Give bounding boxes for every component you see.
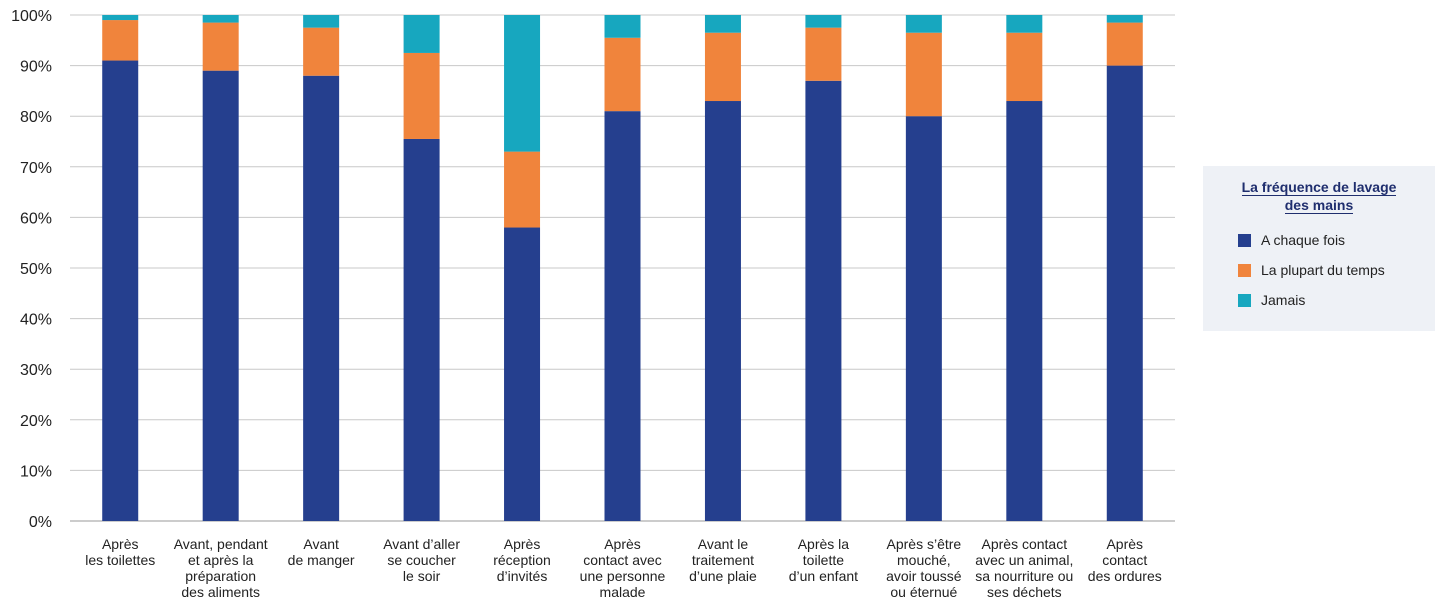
y-tick-10: 10% [20, 463, 52, 480]
bar-jamais-8 [805, 15, 841, 28]
legend-title: La fréquence de lavage des mains [1239, 178, 1399, 214]
bar-a-chaque-fois-10 [1006, 101, 1042, 521]
bar-a-chaque-fois-7 [705, 101, 741, 521]
bar-jamais-6 [605, 15, 641, 38]
bar-la-plupart-du-temps-8 [805, 28, 841, 81]
x-tick-label-2: Avant, pendant et après la préparation des … [174, 536, 268, 600]
legend-label-la-plupart-du-temps: La plupart du temps [1261, 262, 1385, 278]
x-tick-label-5: Après réception d’invités [493, 536, 551, 584]
bar-a-chaque-fois-2 [203, 71, 239, 521]
bar-jamais-3 [303, 15, 339, 28]
x-tick-label-10: Après contact avec un animal, sa nourritur… [975, 536, 1073, 600]
bar-a-chaque-fois-11 [1107, 66, 1143, 521]
bar-la-plupart-du-temps-10 [1006, 33, 1042, 101]
bar-jamais-11 [1107, 15, 1143, 23]
bar-jamais-4 [404, 15, 440, 53]
y-tick-90: 90% [20, 59, 52, 76]
bar-la-plupart-du-temps-11 [1107, 23, 1143, 66]
legend-swatch-la-plupart-du-temps [1238, 264, 1251, 277]
legend-title-text: La fréquence de lavage des mains [1242, 179, 1397, 214]
bar-jamais-2 [203, 15, 239, 23]
bar-a-chaque-fois-8 [805, 81, 841, 521]
x-tick-label-9: Après s’être mouché, avoir toussé ou éternu… [886, 536, 962, 600]
bar-a-chaque-fois-5 [504, 228, 540, 521]
legend-label-a-chaque-fois: A chaque fois [1261, 232, 1345, 248]
bar-a-chaque-fois-9 [906, 116, 942, 521]
y-tick-70: 70% [20, 160, 52, 177]
bar-la-plupart-du-temps-9 [906, 33, 942, 116]
bar-la-plupart-du-temps-2 [203, 23, 239, 71]
bar-la-plupart-du-temps-5 [504, 152, 540, 228]
legend-swatch-jamais [1238, 294, 1251, 307]
y-tick-0: 0% [29, 514, 52, 531]
bar-jamais-5 [504, 15, 540, 152]
bar-jamais-10 [1006, 15, 1042, 33]
bar-la-plupart-du-temps-4 [404, 53, 440, 139]
legend-item-jamais: Jamais [1238, 290, 1435, 310]
x-tick-label-4: Avant d’aller se coucher le soir [383, 536, 460, 584]
x-tick-label-1: Après les toilettes [85, 536, 155, 568]
x-axis-ticks: Après les toilettes Avant, pendant et après… [85, 536, 1162, 600]
bar-la-plupart-du-temps-7 [705, 33, 741, 101]
x-tick-label-6: Après contact avec une personne malade [580, 536, 666, 600]
bar-a-chaque-fois-6 [605, 111, 641, 521]
bar-a-chaque-fois-3 [303, 76, 339, 521]
y-axis-ticks: 0% 10% 20% 30% 40% 50% 60% 70% 80% 90% 100% [11, 8, 52, 531]
legend-label-jamais: Jamais [1261, 292, 1305, 308]
bar-la-plupart-du-temps-6 [605, 38, 641, 111]
y-tick-30: 30% [20, 362, 52, 379]
legend-item-la-plupart-du-temps: La plupart du temps [1238, 260, 1435, 280]
legend: La fréquence de lavage des mains A chaqu… [1203, 166, 1435, 331]
bar-a-chaque-fois-1 [102, 61, 138, 521]
bar-la-plupart-du-temps-3 [303, 28, 339, 76]
y-tick-100: 100% [11, 8, 52, 25]
y-tick-40: 40% [20, 312, 52, 329]
legend-swatch-a-chaque-fois [1238, 234, 1251, 247]
y-tick-80: 80% [20, 109, 52, 126]
y-tick-60: 60% [20, 210, 52, 227]
bar-la-plupart-du-temps-1 [102, 20, 138, 60]
bar-jamais-7 [705, 15, 741, 33]
bar-jamais-1 [102, 15, 138, 20]
x-tick-label-7: Avant le traitement d’une plaie [689, 536, 757, 584]
bar-a-chaque-fois-4 [404, 139, 440, 521]
legend-item-a-chaque-fois: A chaque fois [1238, 230, 1435, 250]
x-tick-label-11: Après contact des ordures [1088, 536, 1162, 584]
bar-jamais-9 [906, 15, 942, 33]
x-tick-label-3: Avant de manger [288, 536, 355, 568]
y-tick-20: 20% [20, 413, 52, 430]
y-tick-50: 50% [20, 261, 52, 278]
x-tick-label-8: Après la toilette d’un enfant [789, 536, 858, 584]
